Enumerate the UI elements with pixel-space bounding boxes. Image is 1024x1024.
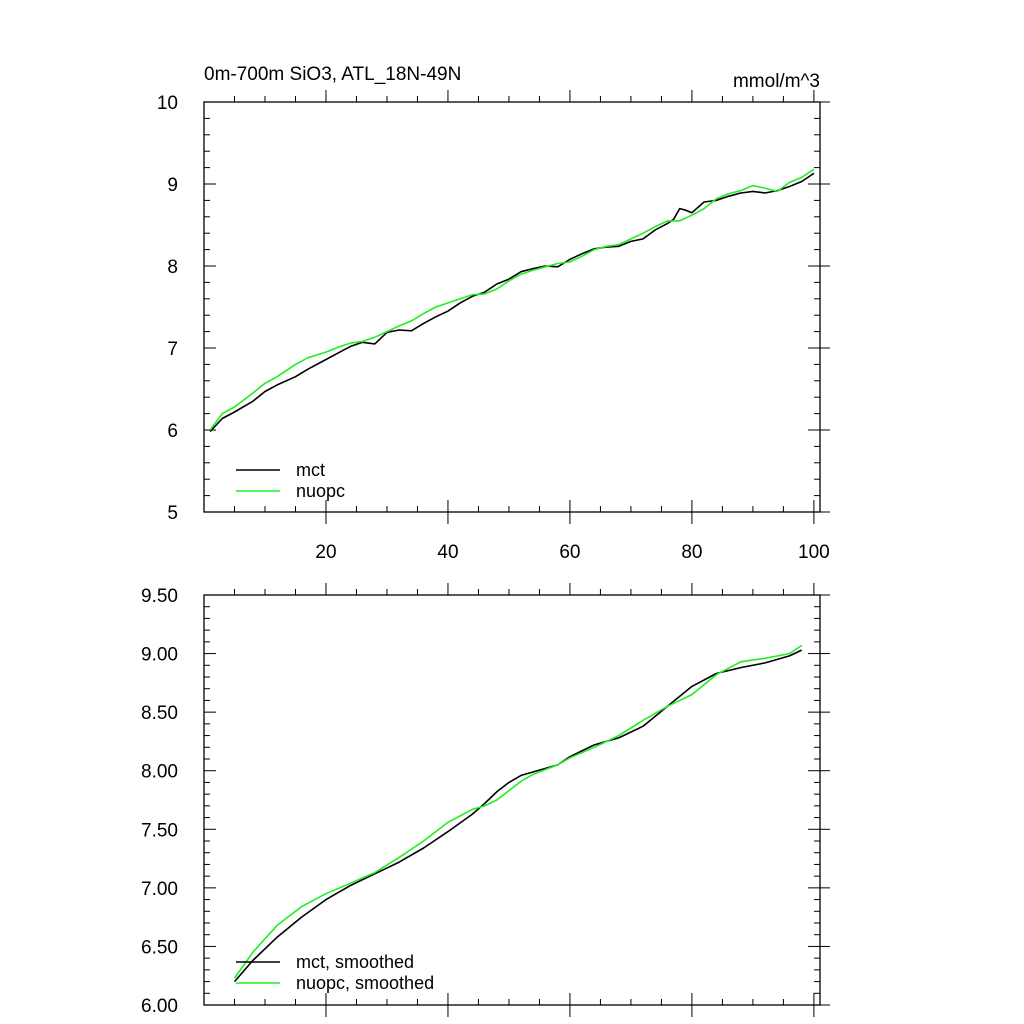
y-tick-label: 6.50 bbox=[141, 937, 178, 958]
x-tick-label: 80 bbox=[681, 542, 702, 563]
top-chart-units: mmol/m^3 bbox=[733, 71, 820, 92]
y-tick-label: 5 bbox=[167, 503, 178, 524]
y-tick-label: 8.00 bbox=[141, 762, 178, 783]
legend-label-mct-smoothed: mct, smoothed bbox=[296, 952, 414, 972]
top-y-tick-labels: 5 6 7 8 9 10 bbox=[157, 93, 178, 524]
top-x-tick-labels: 20 40 60 80 100 bbox=[315, 542, 829, 563]
legend-label-nuopc-smoothed: nuopc, smoothed bbox=[296, 973, 434, 993]
y-tick-label: 8.50 bbox=[141, 703, 178, 724]
x-tick-label: 20 bbox=[315, 542, 336, 563]
legend-label-nuopc: nuopc bbox=[296, 481, 345, 501]
top-legend: mct nuopc bbox=[236, 460, 345, 501]
top-plot-frame bbox=[203, 101, 821, 513]
series-line-mct bbox=[209, 172, 815, 433]
y-tick-label: 10 bbox=[157, 93, 178, 114]
top-axis-ticks bbox=[204, 90, 830, 524]
y-tick-label: 9.00 bbox=[141, 645, 178, 666]
x-tick-label: 40 bbox=[437, 542, 458, 563]
y-tick-label: 6.00 bbox=[141, 996, 178, 1017]
y-tick-label: 7.50 bbox=[141, 820, 178, 841]
bottom-series-lines bbox=[233, 644, 803, 983]
x-tick-label: 60 bbox=[559, 542, 580, 563]
series-line-mct bbox=[233, 649, 803, 983]
bottom-panel: 6.00 6.50 7.00 7.50 8.00 8.50 9.00 9.50 mct, sm… bbox=[141, 583, 830, 1017]
top-panel: 0m-700m SiO3, ATL_18N-49N mmol/m^3 20 40 6… bbox=[157, 64, 830, 563]
x-tick-label: 100 bbox=[798, 542, 830, 563]
y-tick-label: 9.50 bbox=[141, 586, 178, 607]
bottom-plot-frame bbox=[203, 594, 821, 1006]
y-tick-label: 8 bbox=[167, 257, 178, 278]
bottom-axis-ticks bbox=[204, 583, 830, 1017]
y-tick-label: 6 bbox=[167, 421, 178, 442]
top-series-lines bbox=[209, 168, 815, 433]
bottom-legend: mct, smoothed nuopc, smoothed bbox=[236, 952, 434, 993]
bottom-y-tick-labels: 6.00 6.50 7.00 7.50 8.00 8.50 9.00 9.50 bbox=[141, 586, 178, 1017]
legend-label-mct: mct bbox=[296, 460, 325, 480]
y-tick-label: 9 bbox=[167, 175, 178, 196]
series-line-nuopc bbox=[233, 644, 803, 979]
y-tick-label: 7.00 bbox=[141, 879, 178, 900]
series-line-nuopc bbox=[209, 168, 815, 431]
y-tick-label: 7 bbox=[167, 339, 178, 360]
top-chart-title: 0m-700m SiO3, ATL_18N-49N bbox=[204, 64, 461, 85]
